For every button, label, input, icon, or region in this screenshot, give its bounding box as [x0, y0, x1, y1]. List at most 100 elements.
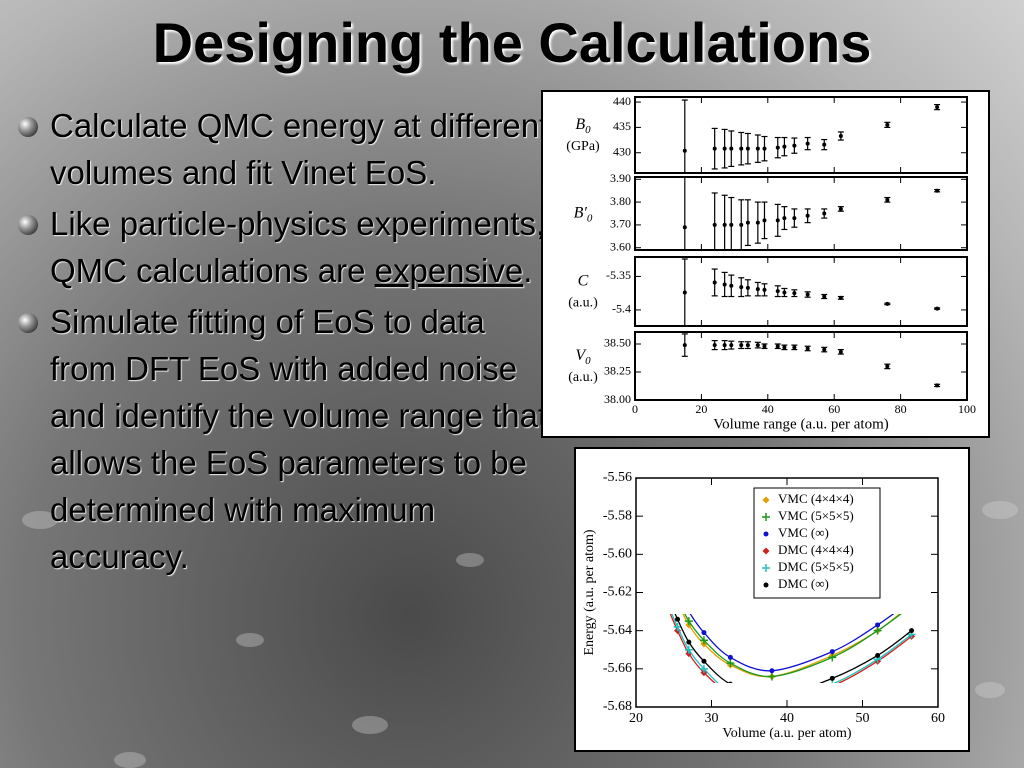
data-point	[838, 206, 843, 211]
bullet-text: .	[523, 252, 533, 289]
panel-frame	[634, 96, 968, 174]
x-tick-label: 80	[895, 402, 907, 416]
data-point	[875, 652, 881, 658]
data-point	[822, 142, 827, 147]
legend-marker	[763, 582, 769, 588]
data-point	[699, 664, 708, 673]
data-point	[674, 599, 681, 606]
data-point	[935, 105, 940, 110]
chart-frame: -5.68 -5.66 -5.64 -5.62 -5.60 -5.58 -5.56 20 30 4…	[574, 447, 970, 752]
subscript: 0	[585, 355, 591, 367]
data-point	[829, 649, 835, 655]
data-point	[755, 287, 760, 292]
data-point	[822, 294, 827, 299]
data-point	[805, 141, 810, 146]
data-point	[745, 220, 750, 225]
symbol: V	[575, 347, 587, 364]
bullet: Calculate QMC energy at different volume…	[14, 102, 554, 196]
y-tick-label: -5.35	[606, 268, 631, 282]
data-point	[729, 222, 734, 227]
series-line	[674, 614, 912, 683]
data-point	[712, 343, 717, 348]
panel-symbol: B0	[575, 116, 591, 136]
data-point	[682, 225, 687, 230]
series-line	[684, 614, 902, 678]
data-point	[684, 617, 693, 626]
data-point	[729, 283, 734, 288]
bullet: Like particle-physics experiments, QMC c…	[14, 200, 554, 294]
bullet-emphasis: expensive	[374, 252, 524, 289]
data-point	[722, 282, 727, 287]
data-point	[831, 682, 833, 683]
data-point	[935, 188, 940, 193]
data-point	[688, 614, 690, 615]
panel-frame	[634, 256, 968, 327]
data-point	[838, 134, 843, 139]
y-tick-label: -5.58	[603, 508, 632, 523]
x-tick-label: 0	[632, 402, 638, 416]
data-point	[762, 344, 767, 349]
data-point	[762, 287, 767, 292]
symbol: C	[578, 272, 589, 289]
data-point	[662, 596, 670, 604]
data-point	[652, 561, 657, 566]
panel-frame	[634, 331, 968, 401]
y-tick-label: -5.68	[603, 699, 632, 714]
legend-marker	[762, 547, 770, 555]
data-point	[762, 146, 767, 151]
y-tick-label: -5.64	[603, 623, 632, 638]
data-point	[712, 280, 717, 285]
data-point	[673, 622, 682, 631]
data-point	[701, 630, 707, 636]
panel-unit: (a.u.)	[568, 296, 598, 311]
data-point	[768, 699, 776, 707]
y-tick-label: 38.25	[604, 364, 631, 378]
bullet-icon	[18, 313, 38, 333]
data-point	[722, 146, 727, 151]
data-point	[663, 600, 670, 607]
bullet-text: Calculate QMC energy at different volume…	[50, 107, 549, 191]
panel-symbol: V0	[575, 347, 591, 367]
data-point	[775, 218, 780, 223]
bullet-text: Like particle-physics experiments, QMC c…	[50, 205, 546, 289]
symbol: B′	[574, 204, 588, 221]
y-tick-label: 3.60	[610, 239, 631, 253]
data-point	[739, 146, 744, 151]
data-point	[722, 343, 727, 348]
x-tick-label: 100	[958, 402, 976, 416]
data-point	[792, 143, 797, 148]
data-point	[651, 572, 658, 579]
chart-frame: 430 435 440 B0 (GPa) 3.60 3.70 3.80 3.90 B′0 -5.4-…	[541, 90, 990, 438]
data-point	[674, 594, 682, 602]
panel-unit: (a.u.)	[568, 370, 598, 385]
y-tick-label: 3.70	[610, 217, 631, 231]
data-point	[908, 600, 915, 607]
x-axis-label: Volume (a.u. per atom)	[722, 726, 852, 741]
legend-box	[753, 487, 881, 599]
data-point	[885, 122, 890, 127]
x-tick-label: 40	[780, 711, 794, 726]
data-point	[682, 148, 687, 153]
y-tick-label: 38.50	[604, 336, 631, 350]
data-point	[729, 343, 734, 348]
data-point	[651, 568, 659, 576]
data-point	[935, 383, 940, 388]
data-point	[712, 222, 717, 227]
data-point	[682, 343, 687, 348]
data-point	[712, 146, 717, 151]
data-point	[684, 645, 693, 654]
data-point	[769, 668, 775, 674]
data-point	[727, 690, 734, 697]
panel-data	[681, 99, 941, 173]
data-point	[782, 144, 787, 149]
data-point	[701, 658, 707, 664]
data-point	[739, 285, 744, 290]
data-point	[739, 222, 744, 227]
panel-data	[682, 177, 941, 250]
data-point	[822, 347, 827, 352]
data-point	[909, 628, 915, 634]
series-line	[689, 614, 895, 672]
bullet-list: Calculate QMC energy at different volume…	[14, 102, 554, 584]
data-point	[755, 343, 760, 348]
data-point	[755, 220, 760, 225]
